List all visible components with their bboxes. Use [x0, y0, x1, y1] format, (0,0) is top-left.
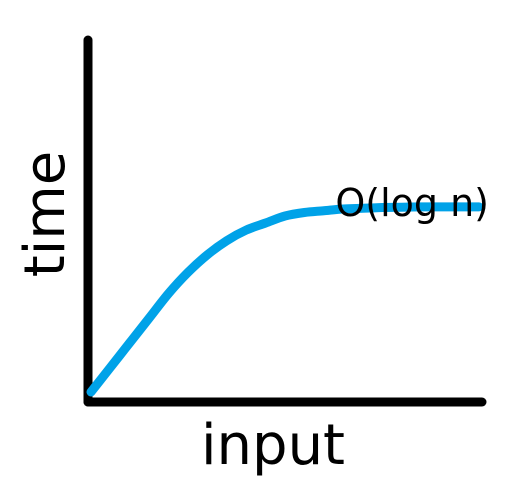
series-line-o-log-n [86, 202, 484, 397]
y-axis-label: time [13, 151, 78, 278]
series-label: O(log n) [335, 181, 489, 225]
x-axis-label: input [201, 413, 345, 478]
